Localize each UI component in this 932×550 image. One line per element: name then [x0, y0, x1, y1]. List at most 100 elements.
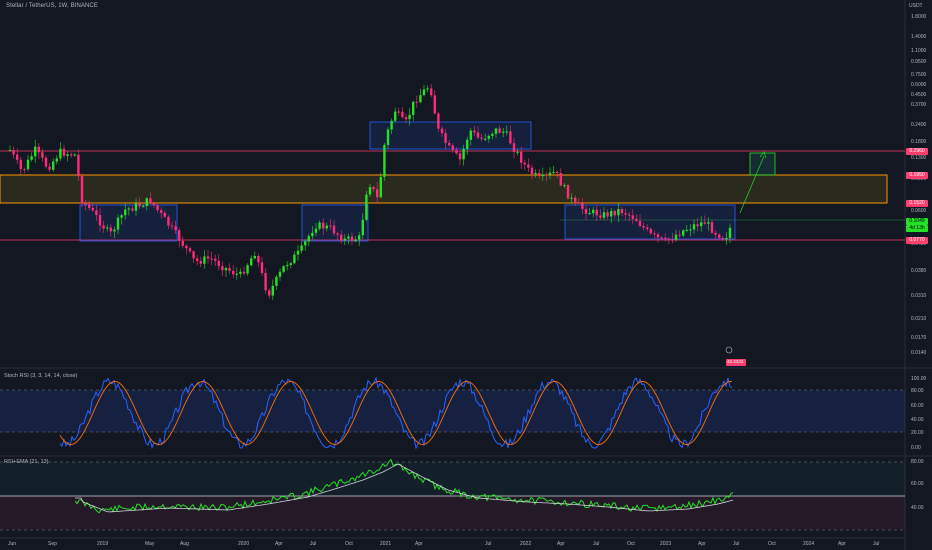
candle-body — [538, 173, 541, 177]
candle-body — [365, 194, 368, 220]
candle-body — [455, 149, 458, 154]
candle-body — [635, 218, 638, 222]
candle-body — [167, 216, 170, 226]
candle-body — [343, 238, 346, 241]
candle-body — [610, 210, 613, 217]
candle-body — [293, 254, 296, 264]
candle-body — [710, 222, 714, 233]
candle-body — [34, 146, 37, 157]
stoch-tick: 20.00 — [911, 430, 924, 436]
price-tick: 0.0850 — [911, 176, 927, 183]
candle-body — [95, 210, 98, 216]
arrow-head-icon — [759, 151, 767, 159]
candle-body — [217, 260, 220, 267]
price-tick: 1.4000 — [911, 33, 927, 40]
candle-body — [37, 146, 40, 153]
candle-body — [426, 88, 429, 90]
price-tick: 0.0170 — [911, 334, 927, 341]
candle-body — [379, 176, 382, 198]
candle-body — [721, 237, 724, 240]
candle-body — [142, 206, 145, 208]
projection-arrow — [739, 155, 765, 214]
candle-body — [574, 197, 577, 203]
candle-body — [649, 229, 652, 234]
candle-body — [106, 227, 109, 229]
candle-body — [350, 236, 354, 242]
candle-body — [534, 173, 537, 175]
candle-body — [235, 273, 238, 275]
candle-body — [268, 290, 271, 296]
candle-body — [368, 187, 372, 195]
candle-body — [714, 232, 717, 235]
candle-body — [642, 225, 645, 228]
candle-body — [30, 156, 33, 160]
rsi-title[interactable]: RSI+EMA (21, 13) — [4, 459, 49, 465]
candle-body — [156, 205, 159, 211]
stoch-title[interactable]: Stoch RSI (3, 3, 14, 14, close) — [4, 373, 78, 379]
price-tick: 0.6000 — [911, 82, 927, 89]
candle-body — [91, 207, 94, 211]
candle-body — [253, 255, 256, 259]
currency-label[interactable]: USDT — [909, 3, 923, 9]
candle-body — [109, 227, 112, 232]
candle-body — [170, 225, 174, 227]
candle-body — [322, 222, 325, 229]
candle-body — [602, 212, 606, 218]
candle-body — [23, 169, 26, 171]
time-tick: Jul — [310, 541, 317, 547]
stoch-tick: 0.00 — [911, 445, 921, 451]
candle-body — [523, 162, 526, 165]
candle-body — [520, 151, 523, 163]
candle-body — [656, 234, 660, 238]
time-tick: Jul — [733, 541, 740, 547]
candle-body — [16, 154, 19, 160]
candle-body — [131, 208, 134, 211]
candle-body — [484, 138, 487, 140]
candle-body — [372, 187, 375, 190]
candle-body — [318, 222, 321, 229]
time-tick: Jul — [593, 541, 600, 547]
candle-body — [124, 209, 127, 216]
candle-body — [545, 174, 548, 176]
candle-body — [408, 114, 411, 120]
candle-body — [606, 212, 609, 217]
price-tick: 0.0140 — [911, 350, 927, 357]
chart-header[interactable]: Stellar / TetherUS, 1W, BINANCE — [6, 3, 99, 9]
price-tick: 0.9500 — [911, 59, 927, 66]
time-tick: 2020 — [238, 541, 250, 547]
time-tick: Oct — [345, 541, 353, 547]
stoch-k-line — [59, 376, 733, 450]
candle-body — [412, 101, 415, 115]
candle-body — [192, 251, 195, 259]
candle-body — [433, 95, 436, 114]
candle-body — [703, 222, 706, 224]
rsi-tick: 80.00 — [911, 459, 924, 465]
candle-body — [462, 148, 465, 160]
candle-body — [397, 111, 400, 113]
time-tick: Apr — [838, 541, 846, 547]
price-badge-resist: 0.2960 — [906, 148, 928, 155]
candle-body — [73, 154, 76, 156]
candle-body — [203, 256, 206, 264]
last-price-badge: 0.1049 — [906, 218, 928, 225]
candle-body — [250, 258, 253, 266]
candle-body — [595, 209, 598, 216]
candle-body — [340, 234, 343, 241]
candle-body — [631, 215, 634, 219]
candle-body — [505, 131, 508, 133]
candle-body — [311, 232, 314, 237]
candle-body — [127, 208, 130, 210]
time-tick: Sep — [48, 541, 57, 547]
candle-body — [325, 225, 328, 229]
candle-body — [689, 229, 692, 231]
candle-body — [469, 130, 472, 140]
candle-body — [660, 237, 663, 239]
candle-body — [624, 213, 627, 215]
candle-body — [221, 266, 224, 271]
time-tick: May — [145, 541, 155, 547]
price-tick: 0.0380 — [911, 267, 927, 274]
candle-body — [70, 154, 73, 156]
candle-body — [671, 239, 674, 241]
candle-body — [116, 217, 120, 230]
